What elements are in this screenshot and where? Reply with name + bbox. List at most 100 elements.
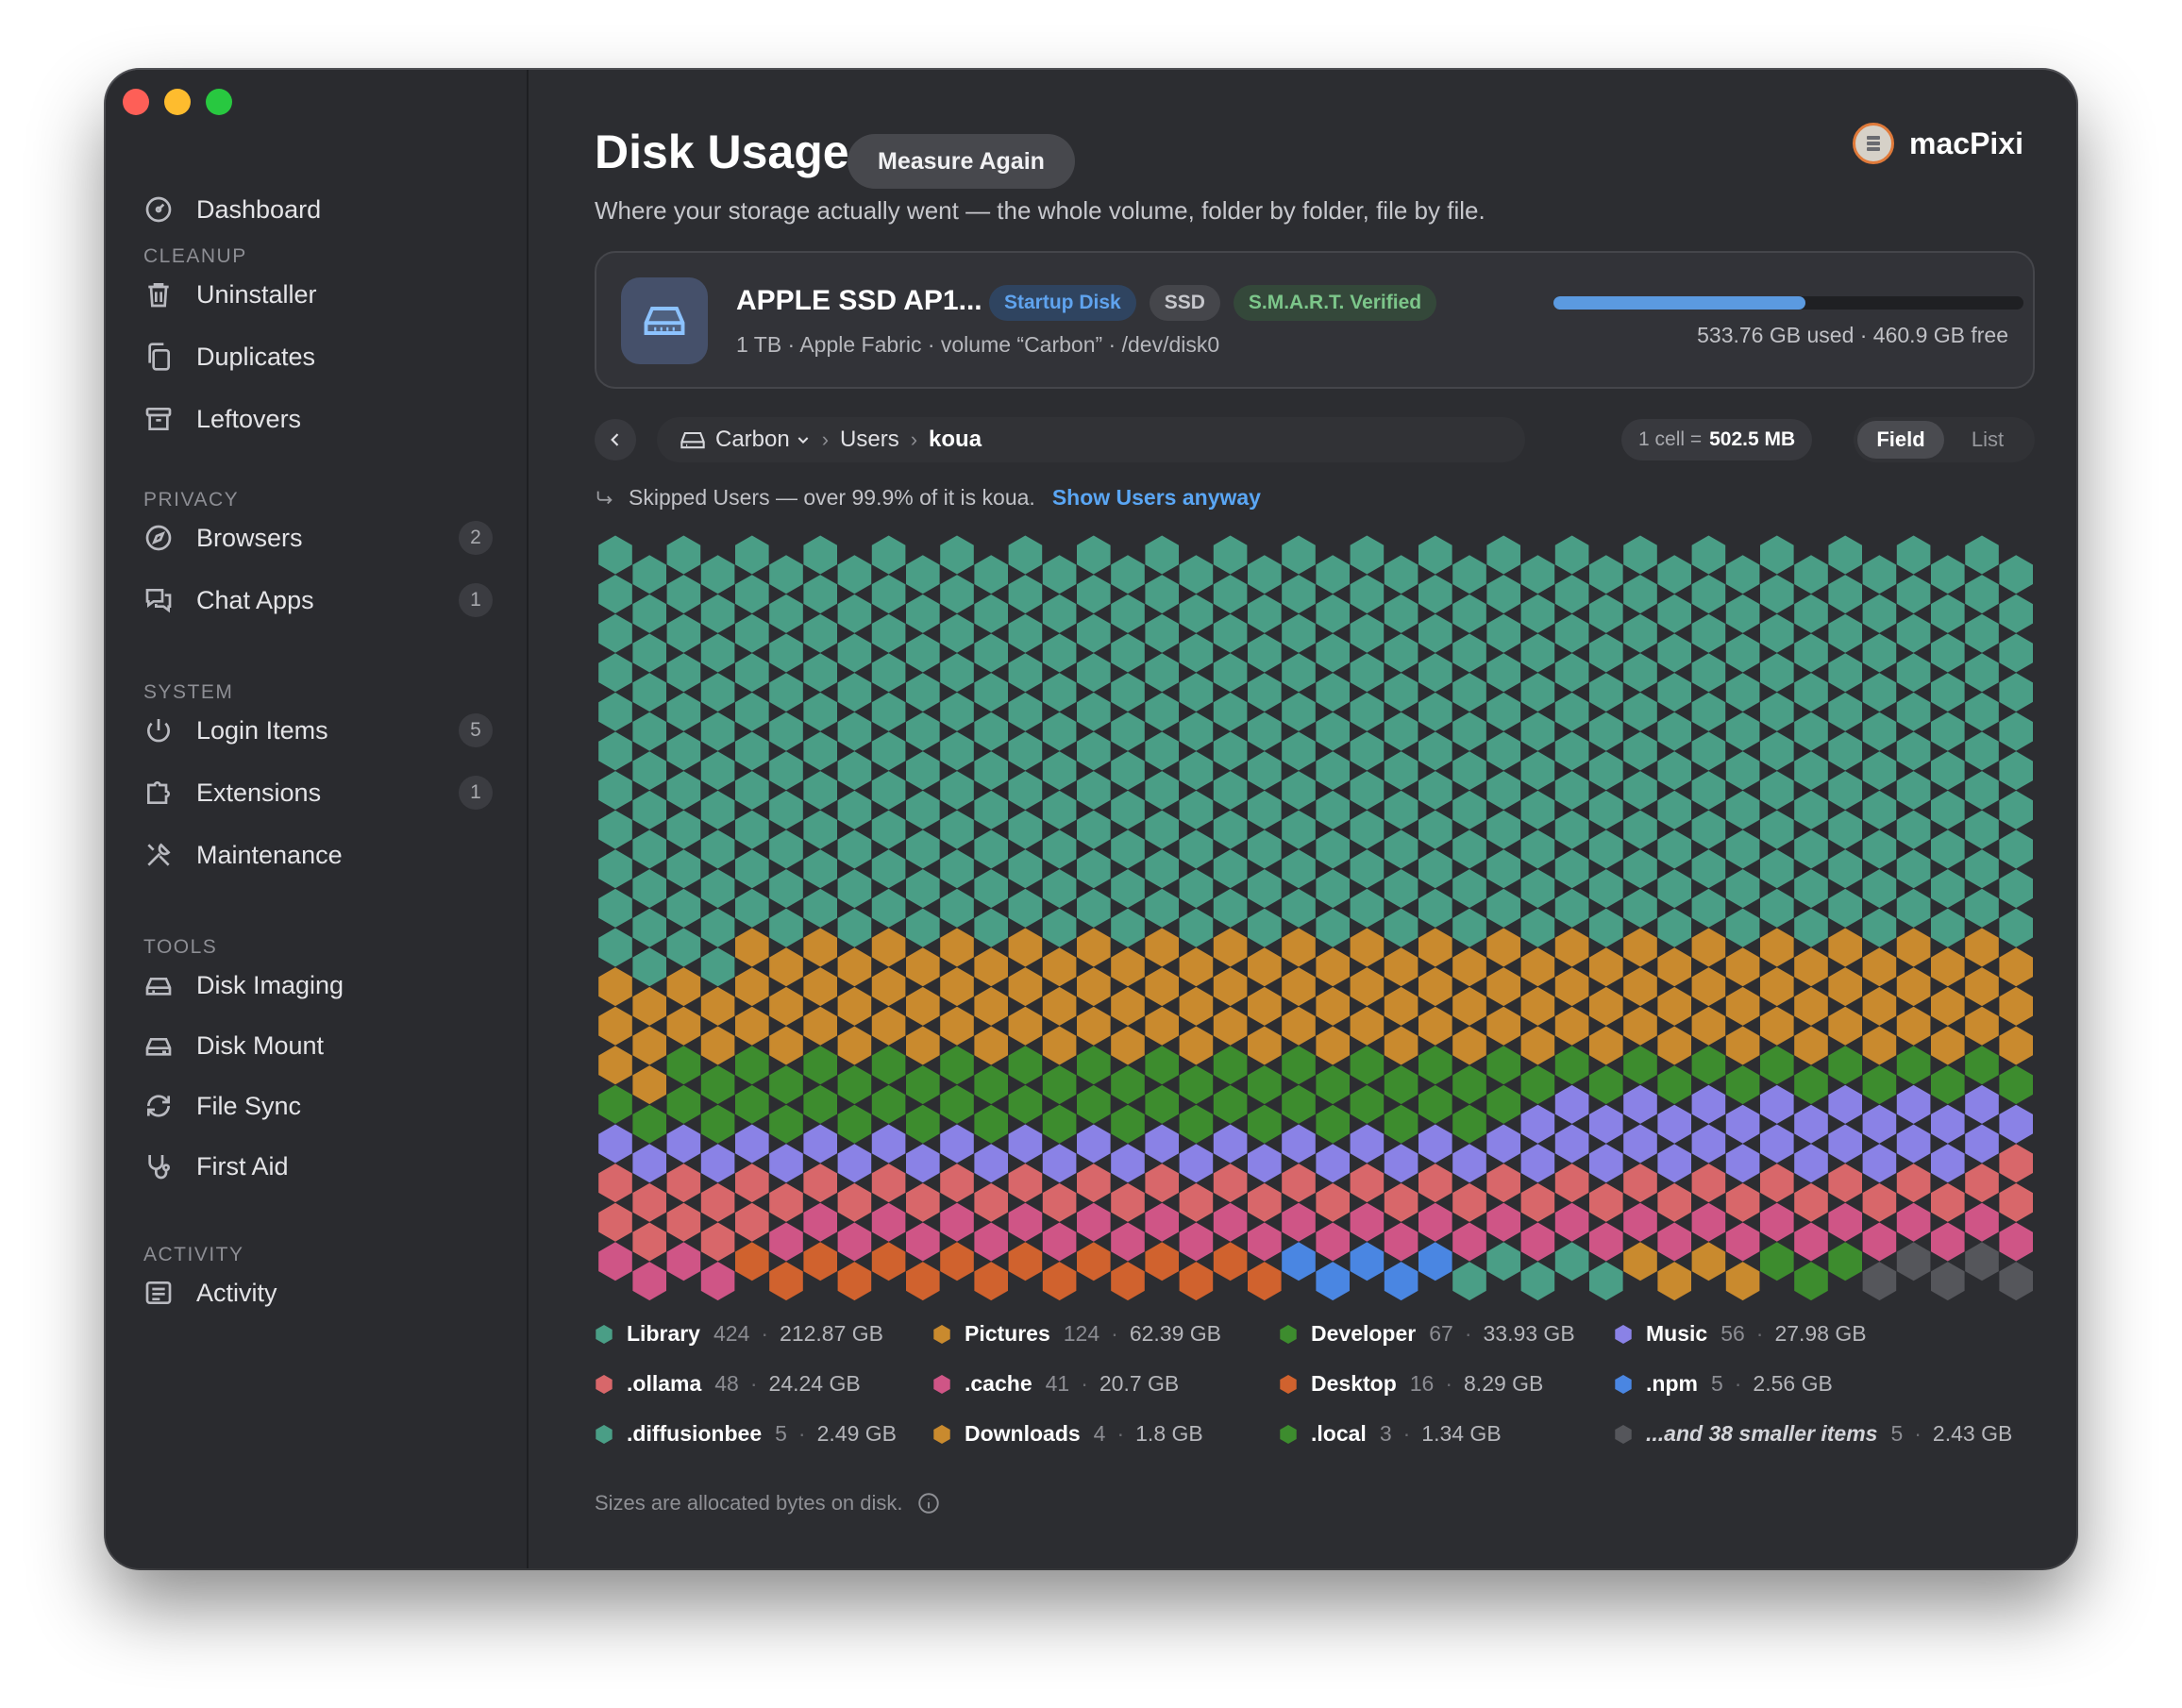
hex-cell[interactable] [906,829,940,869]
hex-cell[interactable] [1760,888,1794,928]
hex-cell[interactable] [666,575,701,614]
hex-cell[interactable] [1623,613,1657,653]
hex-cell[interactable] [1999,1262,2033,1301]
hex-cell[interactable] [1316,1262,1350,1301]
hex-cell[interactable] [769,986,803,1026]
hex-cell[interactable] [837,1104,872,1144]
hex-cell[interactable] [1111,1144,1145,1183]
hex-cell[interactable] [1828,1164,1862,1203]
chevron-down-icon[interactable] [796,432,811,447]
hex-cell[interactable] [1350,849,1385,889]
hex-cell[interactable] [1931,947,1965,987]
hex-cell[interactable] [1145,1242,1179,1281]
hex-cell[interactable] [1589,869,1623,909]
hex-cell[interactable] [735,888,769,928]
hex-cell[interactable] [1248,712,1282,751]
hex-cell[interactable] [906,594,940,633]
hex-cell[interactable] [1691,535,1726,575]
hex-cell[interactable] [1282,653,1316,693]
hex-cell[interactable] [1042,751,1077,791]
hex-cell[interactable] [700,594,735,633]
hex-cell[interactable] [1042,829,1077,869]
hex-cell[interactable] [1623,810,1657,849]
hex-cell[interactable] [1248,1065,1282,1105]
hex-cell[interactable] [1042,1144,1077,1183]
hex-cell[interactable] [940,888,974,928]
hex-cell[interactable] [940,1202,974,1242]
hex-cell[interactable] [598,1164,632,1203]
hex-cell[interactable] [1145,692,1179,731]
hex-cell[interactable] [666,967,701,1007]
hex-cell[interactable] [1350,1124,1385,1164]
hex-cell[interactable] [1794,1026,1828,1065]
hex-cell[interactable] [1794,790,1828,829]
hex-cell[interactable] [1486,1046,1520,1085]
hex-cell[interactable] [803,1124,837,1164]
hex-cell[interactable] [1179,751,1214,791]
hex-cell[interactable] [735,1202,769,1242]
hex-cell[interactable] [1999,1065,2033,1105]
hex-cell[interactable] [1486,653,1520,693]
hex-cell[interactable] [871,1164,906,1203]
hex-cell[interactable] [1282,967,1316,1007]
hex-cell[interactable] [700,790,735,829]
hex-cell[interactable] [1111,1222,1145,1262]
hex-cell[interactable] [1965,1202,1999,1242]
hex-cell[interactable] [1725,908,1760,947]
hex-cell[interactable] [940,1046,974,1085]
hex-cell[interactable] [1248,751,1282,791]
hex-cell[interactable] [1760,613,1794,653]
hex-cell[interactable] [1999,790,2033,829]
hex-cell[interactable] [1794,986,1828,1026]
hex-cell[interactable] [1554,888,1589,928]
hex-cell[interactable] [1725,1144,1760,1183]
sidebar-item-activity[interactable]: Activity [142,1266,493,1319]
hex-cell[interactable] [1213,613,1248,653]
hex-cell[interactable] [1452,633,1486,673]
info-icon[interactable] [916,1491,941,1515]
hex-cell[interactable] [1248,1262,1282,1301]
hex-cell[interactable] [1316,1026,1350,1065]
measure-again-button[interactable]: Measure Again [848,134,1075,189]
hex-cell[interactable] [1657,1262,1691,1301]
hex-cell[interactable] [1077,1046,1111,1085]
hex-cell[interactable] [1316,673,1350,712]
hex-cell[interactable] [666,1006,701,1046]
hex-cell[interactable] [1725,1026,1760,1065]
hex-cell[interactable] [1589,594,1623,633]
hex-cell[interactable] [1691,810,1726,849]
hex-cell[interactable] [769,947,803,987]
hex-cell[interactable] [1384,1065,1418,1105]
hex-cell[interactable] [1111,712,1145,751]
hex-cell[interactable] [666,613,701,653]
hex-cell[interactable] [906,947,940,987]
hex-cell[interactable] [1931,594,1965,633]
hex-cell[interactable] [940,1164,974,1203]
hex-cell[interactable] [974,555,1008,594]
hex-cell[interactable] [1691,1124,1726,1164]
hex-cell[interactable] [803,810,837,849]
hex-cell[interactable] [1794,829,1828,869]
hex-cell[interactable] [1008,1202,1043,1242]
hex-cell[interactable] [1896,613,1931,653]
hex-cell[interactable] [1794,633,1828,673]
hex-cell[interactable] [1486,1084,1520,1124]
hex-cell[interactable] [837,1026,872,1065]
sidebar-item-login-items[interactable]: Login Items 5 [142,704,493,757]
hex-cell[interactable] [1862,1262,1897,1301]
hex-cell[interactable] [735,1124,769,1164]
hex-cell[interactable] [1248,1222,1282,1262]
hex-cell[interactable] [1931,790,1965,829]
hex-cell[interactable] [1145,575,1179,614]
hex-cell[interactable] [1725,751,1760,791]
hex-cell[interactable] [1418,653,1452,693]
hex-cell[interactable] [1486,928,1520,967]
hex-cell[interactable] [632,712,666,751]
hex-cell[interactable] [1248,1104,1282,1144]
hex-cell[interactable] [1008,1046,1043,1085]
hex-cell[interactable] [1350,810,1385,849]
hex-cell[interactable] [1179,633,1214,673]
hex-cell[interactable] [1931,633,1965,673]
hex-cell[interactable] [598,613,632,653]
hex-cell[interactable] [666,1084,701,1124]
